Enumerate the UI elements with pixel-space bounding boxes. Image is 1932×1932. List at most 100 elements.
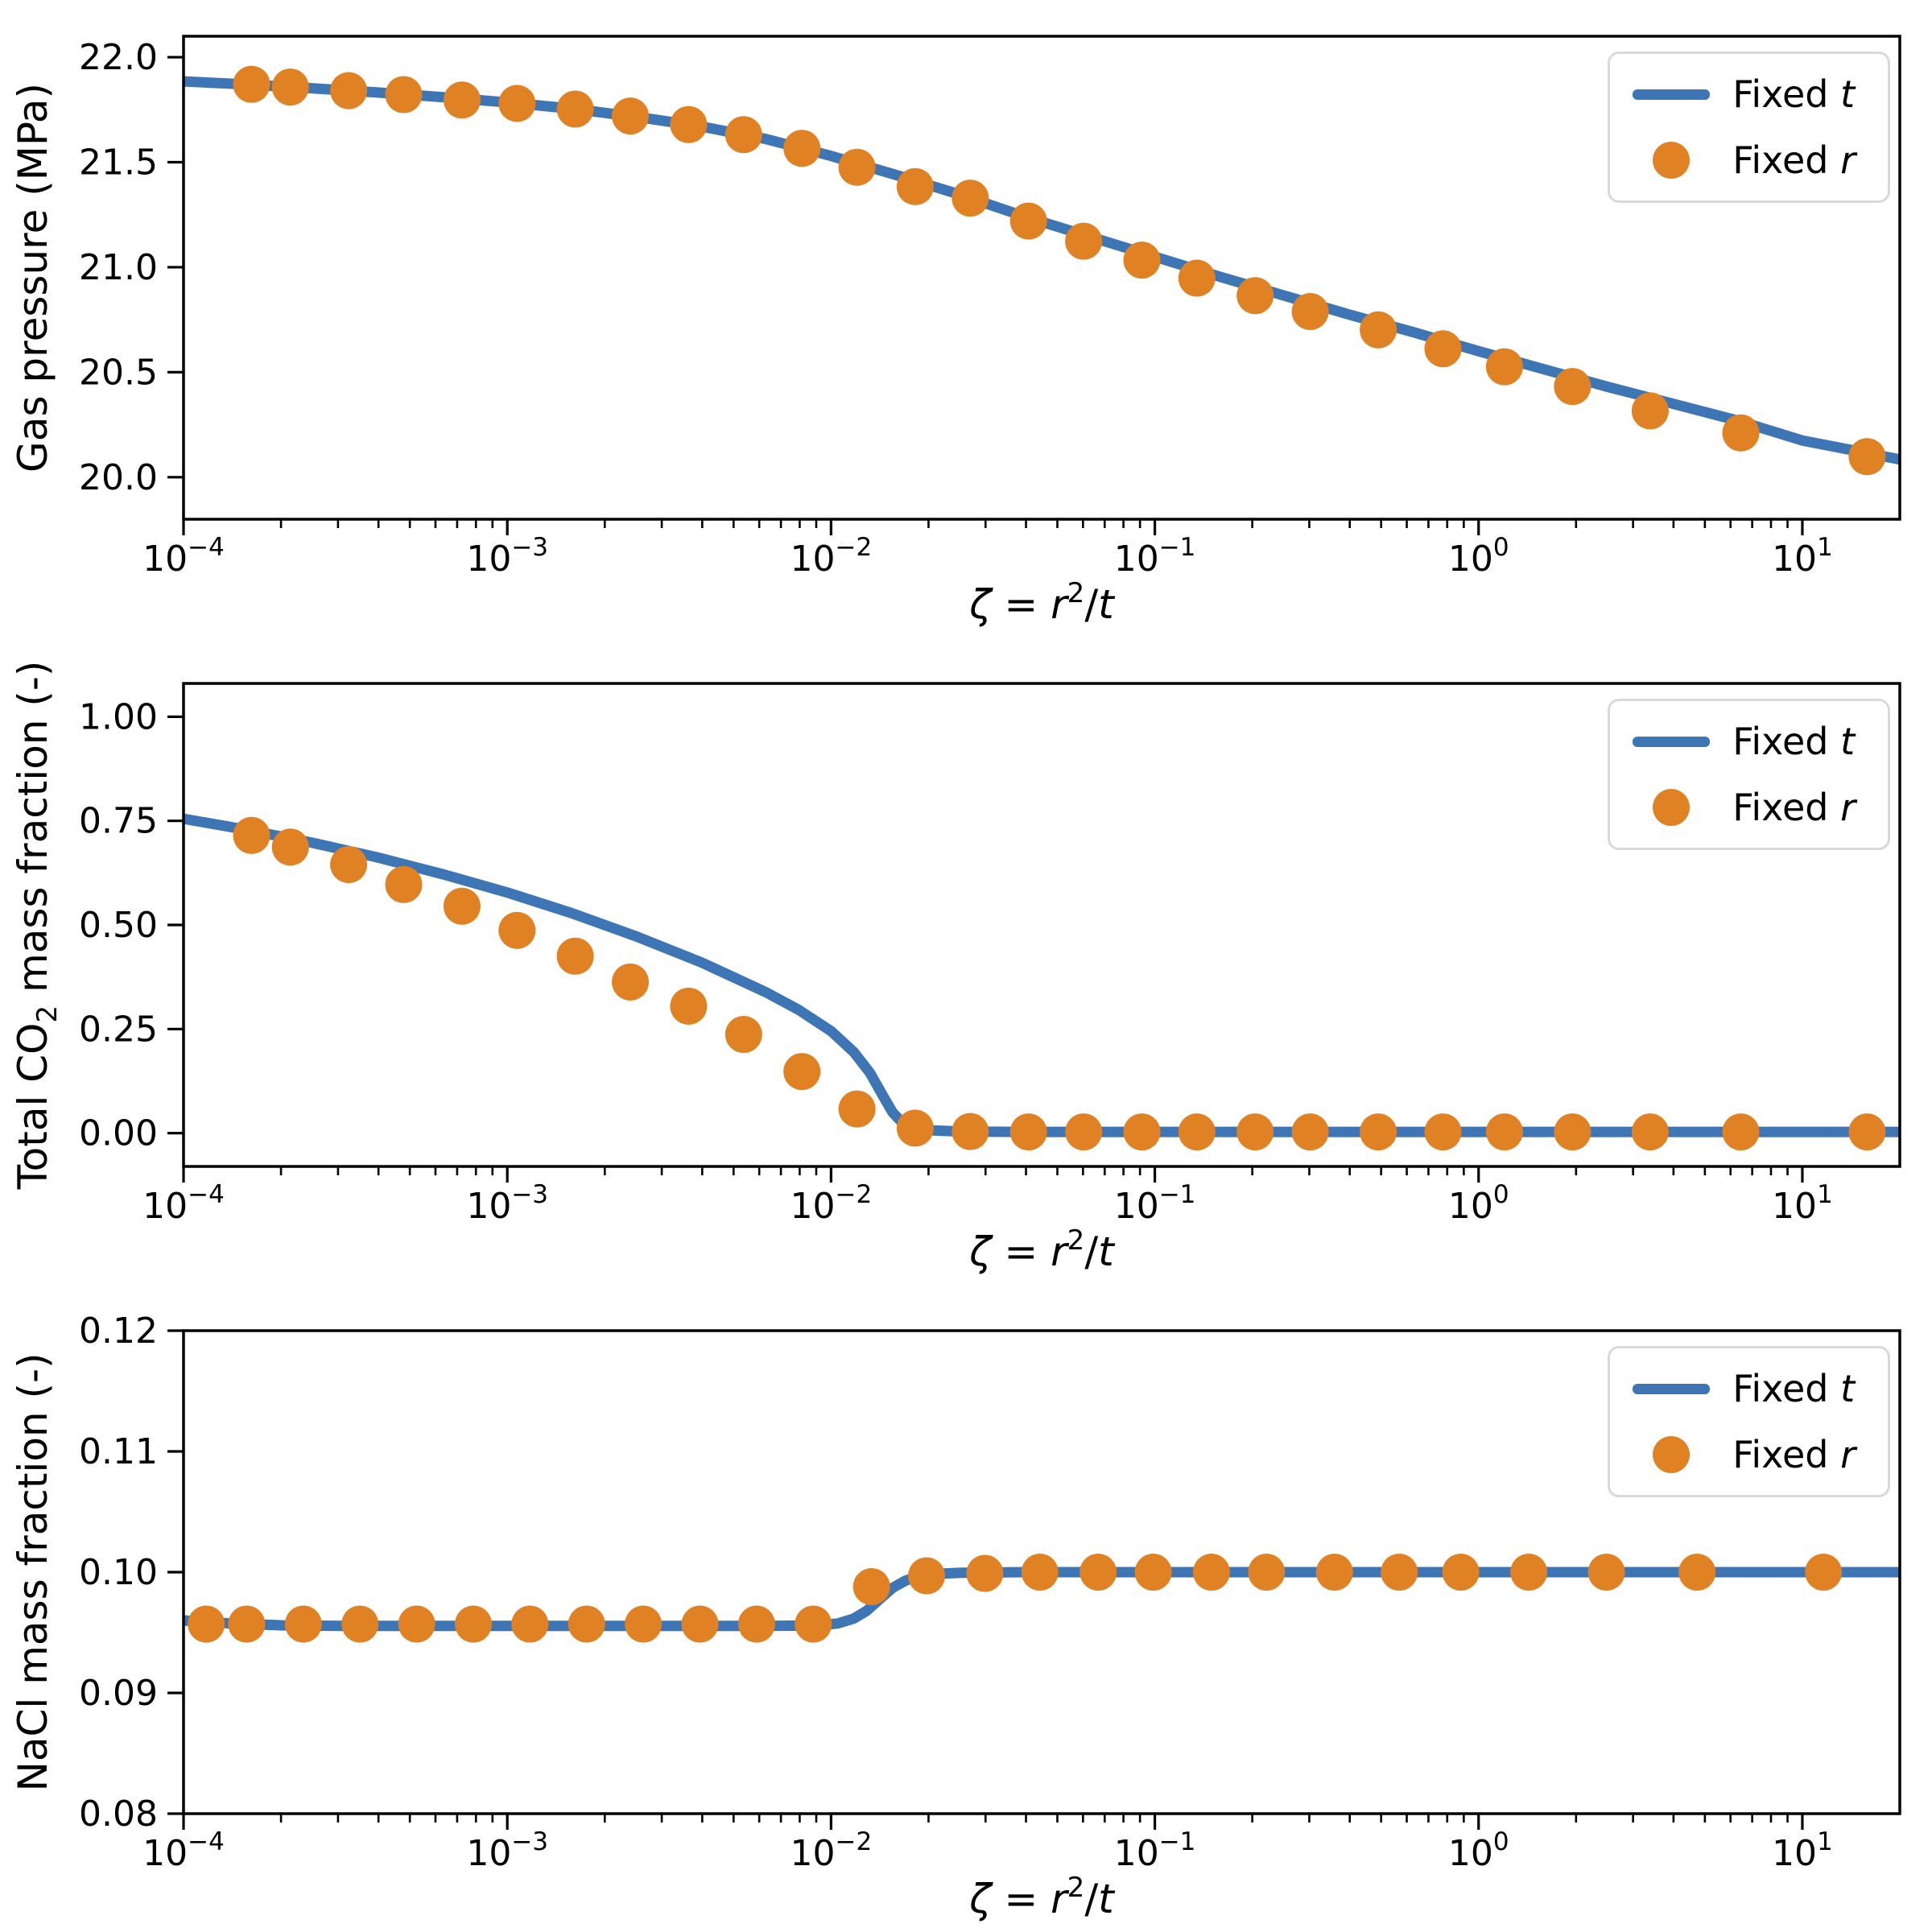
y-tick-label: 0.00 xyxy=(79,1113,158,1154)
fixed-t-line xyxy=(182,813,1900,1137)
y-tick-label: 0.11 xyxy=(79,1431,158,1472)
x-tick-label: 10−2 xyxy=(791,1180,873,1227)
x-tick-label: 100 xyxy=(1448,1180,1509,1227)
x-tick-label: 101 xyxy=(1772,533,1833,580)
fixed-r-marker xyxy=(724,1016,762,1053)
legend-label: Fixed r xyxy=(1732,786,1856,829)
fixed-r-marker xyxy=(1123,1113,1161,1151)
y-tick-label: 20.0 xyxy=(79,457,158,498)
fixed-r-marker xyxy=(271,828,309,866)
legend-entry-fixed-r: Fixed r xyxy=(1631,131,1856,189)
y-axis-label: Gas pressure (MPa) xyxy=(10,83,56,473)
fixed-r-marker xyxy=(1021,1554,1059,1591)
subplot-gas-pressure: 10−4 10−3 10−2 10−1 100 101 20.0 20.5 21.0 21.5 22… xyxy=(0,0,1932,638)
fixed-r-marker xyxy=(1065,222,1103,260)
fixed-r-marker xyxy=(1424,330,1462,368)
y-axis-label: Total CO2​ mass fraction (-) xyxy=(10,661,64,1191)
fixed-r-marker xyxy=(681,1605,719,1643)
y-tick-label: 0.50 xyxy=(79,905,158,946)
x-tick-label: 10−1 xyxy=(1114,1180,1196,1227)
y-tick-label: 1.00 xyxy=(79,696,158,737)
fixed-t-line-sample-icon xyxy=(1631,1383,1711,1394)
legend: Fixed t Fixed r xyxy=(1608,1346,1890,1497)
legend-entry-fixed-t: Fixed t xyxy=(1631,1360,1856,1418)
fixed-r-marker xyxy=(498,85,536,122)
fixed-r-marker xyxy=(612,97,649,135)
x-axis-label: ζ = r2​/t xyxy=(968,1872,1116,1922)
fixed-r-marker xyxy=(188,1605,225,1643)
fixed-r-markers xyxy=(233,816,1886,1151)
x-tick-label: 101 xyxy=(1772,1180,1833,1227)
fixed-r-marker xyxy=(1805,1554,1843,1591)
fixed-r-marker xyxy=(1291,293,1329,330)
fixed-r-markers xyxy=(233,65,1886,476)
fixed-r-marker xyxy=(1848,1113,1886,1151)
fixed-r-marker xyxy=(1510,1554,1548,1591)
fixed-r-marker xyxy=(838,1090,876,1128)
fixed-r-marker xyxy=(952,180,989,217)
x-tick-label: 101 xyxy=(1772,1827,1833,1874)
fixed-r-marker xyxy=(284,1605,322,1643)
fixed-r-marker xyxy=(1315,1554,1353,1591)
legend: Fixed t Fixed r xyxy=(1608,699,1890,850)
x-tick-label: 10−1 xyxy=(1114,533,1196,580)
axes-frame xyxy=(182,1329,1901,1815)
fixed-r-marker xyxy=(233,65,270,103)
fixed-r-marker xyxy=(952,1113,989,1150)
x-tick-label: 10−3 xyxy=(466,533,548,580)
fixed-r-marker xyxy=(1178,259,1216,297)
fixed-r-marker xyxy=(838,148,876,186)
fixed-t-line-sample-icon xyxy=(1631,89,1711,100)
y-tick-label: 0.08 xyxy=(79,1794,158,1835)
fixed-r-marker xyxy=(670,987,708,1025)
fixed-r-marker xyxy=(1631,392,1669,430)
fixed-r-marker xyxy=(398,1605,436,1643)
fixed-r-marker xyxy=(233,816,270,854)
fixed-r-marker xyxy=(896,1109,934,1147)
fixed-r-marker xyxy=(737,1605,775,1643)
legend-entry-fixed-r: Fixed r xyxy=(1631,778,1856,836)
x-tick-label: 100 xyxy=(1448,1827,1509,1874)
fixed-r-marker xyxy=(1009,202,1047,240)
x-tick-label: 10−2 xyxy=(791,1827,873,1874)
fixed-r-marker xyxy=(1360,311,1397,349)
x-tick-label: 10−4 xyxy=(142,533,225,580)
y-tick-label: 0.10 xyxy=(79,1552,158,1593)
x-axis: 10−4 10−3 10−2 10−1 100 101 xyxy=(142,1166,1833,1227)
x-axis-label: ζ = r2​/t xyxy=(968,577,1116,628)
fixed-r-marker xyxy=(670,105,708,143)
y-tick-label: 21.0 xyxy=(79,247,158,288)
fixed-r-marker xyxy=(783,130,821,167)
fixed-r-marker xyxy=(443,81,481,119)
fixed-r-marker xyxy=(1080,1554,1117,1591)
fixed-r-marker xyxy=(783,1053,821,1091)
fixed-r-marker xyxy=(385,76,423,114)
fixed-r-marker xyxy=(1236,1113,1274,1151)
fixed-r-marker xyxy=(1424,1113,1462,1151)
fixed-r-marker xyxy=(896,167,934,205)
fixed-r-marker xyxy=(1178,1113,1216,1151)
subplot-co2-mass-fraction: 10−4 10−3 10−2 10−1 100 101 0.00 0.25 0.50 0.75 1.… xyxy=(0,647,1932,1285)
legend-label: Fixed t xyxy=(1732,72,1856,116)
x-axis-label: ζ = r2​/t xyxy=(968,1224,1116,1275)
y-axis-label: NaCl mass fraction (-) xyxy=(10,1352,56,1791)
fixed-r-marker xyxy=(1134,1554,1172,1591)
fixed-r-marker xyxy=(556,90,594,128)
legend-label: Fixed t xyxy=(1732,1367,1856,1410)
fixed-r-marker xyxy=(1485,348,1523,386)
legend-label: Fixed t xyxy=(1732,720,1856,763)
fixed-r-marker xyxy=(1554,1113,1591,1151)
y-tick-label: 0.25 xyxy=(79,1009,158,1050)
fixed-r-marker xyxy=(1381,1554,1418,1591)
y-tick-label: 0.12 xyxy=(79,1311,158,1352)
fixed-r-marker xyxy=(330,72,368,109)
y-tick-label: 22.0 xyxy=(79,37,158,78)
fixed-r-marker xyxy=(852,1568,890,1605)
fixed-r-marker xyxy=(568,1605,605,1643)
fixed-r-marker xyxy=(271,68,309,106)
legend-label: Fixed r xyxy=(1732,1433,1856,1476)
fixed-r-marker xyxy=(1442,1554,1480,1591)
axes-frame xyxy=(182,35,1901,521)
y-tick-label: 0.75 xyxy=(79,801,158,842)
fixed-r-marker xyxy=(1291,1113,1329,1151)
